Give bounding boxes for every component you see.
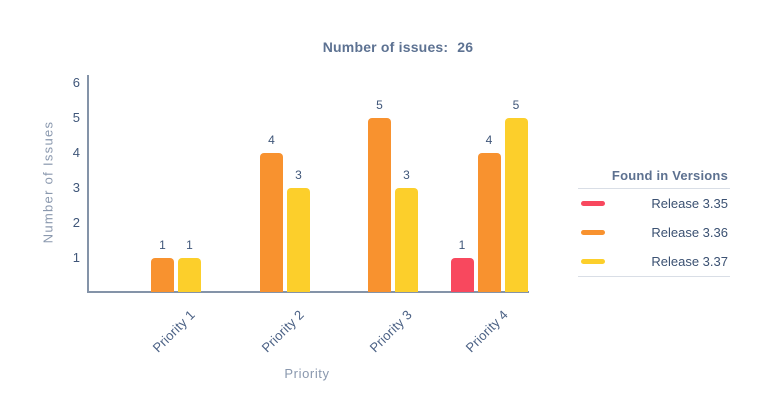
bar-value-label: 4 [268, 133, 275, 147]
x-tick-priority-3: Priority 3 [366, 307, 415, 356]
x-axis-line [87, 291, 529, 293]
bar-priority-3-release-3.37[interactable] [395, 188, 418, 292]
bar-priority-3-release-3.36[interactable] [368, 118, 391, 292]
x-tick-priority-1: Priority 1 [149, 307, 198, 356]
legend-swatch-icon [581, 201, 605, 206]
bar-priority-2-release-3.37[interactable] [287, 188, 310, 292]
issue-count: 26 [457, 39, 474, 55]
bar-priority-4-release-3.37[interactable] [504, 118, 528, 292]
bar-value-label: 5 [512, 98, 520, 112]
bar-value-label: 4 [485, 133, 493, 147]
bar-value-label: 1 [159, 238, 166, 252]
bar-value-label: 5 [376, 98, 383, 112]
chart-title-text: Number of issues: [322, 39, 449, 55]
bar-value-label: 3 [295, 168, 302, 182]
x-tick-priority-2: Priority 2 [258, 307, 307, 356]
legend-item-release-3.36[interactable]: Release 3.36 [578, 218, 730, 247]
legend-item-release-3.37[interactable]: Release 3.37 [578, 247, 730, 276]
legend-swatch-icon [581, 230, 605, 235]
legend-top-rule [578, 188, 730, 189]
x-axis-title: Priority [284, 366, 330, 381]
bar-value-label: 1 [186, 238, 193, 252]
legend-item-release-3.35[interactable]: Release 3.35 [578, 189, 730, 218]
bar-value-label: 3 [403, 168, 410, 182]
legend-rows: Release 3.35 Release 3.36 Release 3.37 [578, 189, 730, 276]
legend-item-label: Release 3.35 [651, 196, 728, 211]
y-axis-line [87, 75, 89, 293]
legend-item-label: Release 3.37 [651, 254, 728, 269]
legend-swatch-icon [581, 259, 605, 264]
bar-priority-1-release-3.36[interactable] [151, 258, 174, 292]
y-tick-5: 5 [72, 110, 80, 125]
chart-title: Number of issues: 26 [323, 39, 474, 55]
bar-priority-2-release-3.36[interactable] [260, 153, 283, 292]
y-tick-2: 2 [72, 215, 80, 230]
bar-priority-4-release-3.36[interactable] [477, 153, 501, 292]
y-tick-4: 4 [72, 145, 80, 160]
legend-item-label: Release 3.36 [651, 225, 728, 240]
y-tick-6: 6 [72, 75, 80, 90]
bar-priority-1-release-3.37[interactable] [178, 258, 201, 292]
legend-title: Found in Versions [611, 168, 728, 183]
x-tick-priority-4: Priority 4 [462, 307, 511, 356]
legend-panel: Found in Versions Release 3.35 Release 3.… [578, 166, 730, 277]
legend-bottom-rule [578, 276, 730, 277]
bar-priority-4-release-3.35[interactable] [450, 258, 474, 292]
bar-value-label: 1 [458, 238, 466, 252]
y-tick-1: 1 [72, 250, 80, 265]
y-tick-3: 3 [72, 180, 80, 195]
